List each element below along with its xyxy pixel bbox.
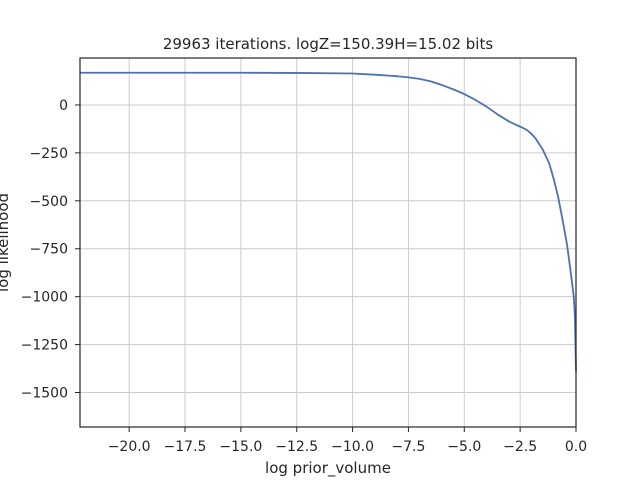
y-tick-label: 0 [59,98,68,114]
y-tick-label: −250 [30,146,68,162]
ticks: −20.0 −17.5 −15.0 −12.5 −10.0 −7.5 −5.0 −2.5 0.0… [21,98,587,455]
x-tick-label: −7.5 [391,439,425,455]
y-axis-label: log likelihood [0,193,12,292]
grid [80,58,577,427]
series-layer [80,71,577,372]
y-tick-label: −1500 [21,385,68,401]
series-line [80,71,577,372]
x-tick-label: −5.0 [447,439,481,455]
x-axis-label: log prior_volume [265,459,391,478]
x-tick-label: 0.0 [565,439,587,455]
x-tick-label: −15.0 [219,439,262,455]
x-tick-label: −20.0 [108,439,151,455]
x-tick-label: −2.5 [503,439,537,455]
plot-frame [79,57,577,428]
y-tick-label: −1000 [21,290,68,306]
x-tick-label: −17.5 [164,439,207,455]
chart-title: 29963 iterations. logZ=150.39H=15.02 bit… [163,35,494,53]
y-tick-label: −1250 [21,338,68,354]
x-tick-label: −10.0 [331,439,374,455]
y-tick-label: −750 [30,242,68,258]
y-tick-label: −500 [30,194,68,210]
x-tick-label: −12.5 [275,439,318,455]
